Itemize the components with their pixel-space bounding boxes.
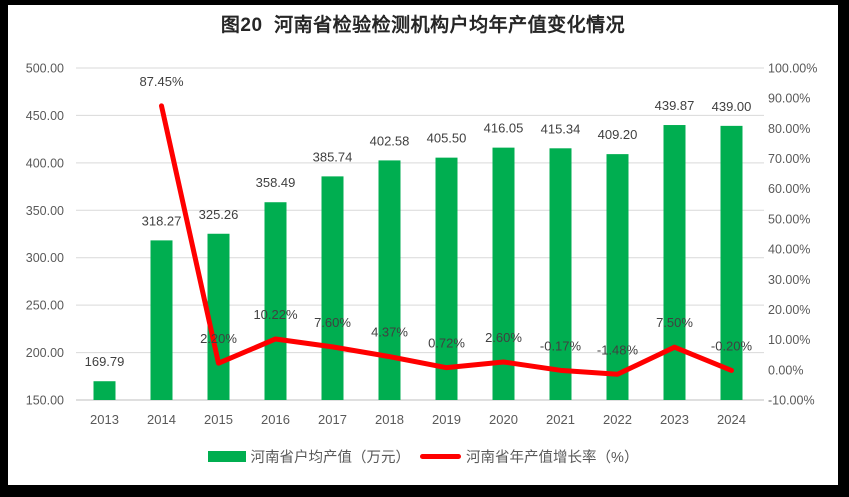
- line-label: 2.20%: [200, 331, 237, 346]
- bar-2018: [378, 160, 401, 400]
- gridlines: [76, 67, 764, 401]
- right-axis-tick: -10.00%: [768, 394, 815, 408]
- bar-label: 325.26: [199, 207, 239, 222]
- right-axis-tick: 90.00%: [768, 92, 810, 106]
- x-axis-tick: 2023: [660, 412, 689, 427]
- left-axis-tick: 350.00: [26, 204, 64, 218]
- line-label: -0.17%: [540, 338, 582, 353]
- bar-label: 169.79: [85, 354, 125, 369]
- left-axis-tick: 250.00: [26, 299, 64, 313]
- bar-2021: [549, 148, 572, 400]
- x-axis-tick: 2024: [717, 412, 746, 427]
- line-label: 7.60%: [314, 315, 351, 330]
- legend-label-line-series: 河南省年产值增长率（%）: [466, 450, 639, 466]
- right-axis-tick: 0.00%: [768, 363, 803, 377]
- bar-2017: [321, 176, 344, 400]
- legend-label-bar-series: 河南省户均产值（万元）: [250, 450, 411, 466]
- bar-2024: [720, 125, 743, 400]
- line-data-labels: 87.45% 2.20% 10.22% 7.60% 4.37% 0.72% 2.60% -0.…: [139, 74, 752, 357]
- right-axis-tick: 80.00%: [768, 122, 810, 136]
- x-axis-tick: 2020: [489, 412, 518, 427]
- line-label: -0.20%: [711, 338, 753, 353]
- legend-item-line-series: 河南省年产值增长率（%）: [420, 446, 638, 467]
- chart-legend: 河南省户均产值（万元） 河南省年产值增长率（%）: [8, 446, 838, 467]
- right-axis-tick: 70.00%: [768, 152, 810, 166]
- bar-2014: [150, 240, 173, 400]
- bar-label: 402.58: [370, 133, 410, 148]
- right-axis-tick: 30.00%: [768, 273, 810, 287]
- left-axis-tick: 200.00: [26, 346, 64, 360]
- left-axis-tick: 150.00: [26, 394, 64, 408]
- bar-label: 439.87: [655, 98, 695, 113]
- x-axis-tick: 2022: [603, 412, 632, 427]
- left-axis-tick: 500.00: [26, 62, 64, 76]
- right-axis-tick: 50.00%: [768, 212, 810, 226]
- left-axis-tick: 400.00: [26, 156, 64, 170]
- right-axis-tick: 40.00%: [768, 243, 810, 257]
- x-axis-tick: 2019: [432, 412, 461, 427]
- bar-series: [93, 125, 743, 400]
- x-axis-tick: 2017: [318, 412, 347, 427]
- line-label: 0.72%: [428, 336, 465, 351]
- right-axis-tick-labels: -10.00% 0.00% 10.00% 20.00% 30.00% 40.00% 50.0…: [768, 62, 817, 408]
- bar-label: 439.00: [712, 99, 752, 114]
- growth-rate-line: [159, 103, 734, 377]
- legend-item-bar-series: 河南省户均产值（万元）: [207, 446, 411, 467]
- line-label: 10.22%: [253, 307, 298, 322]
- chart-title: 图20 河南省检验检测机构户均年产值变化情况: [220, 15, 626, 36]
- x-axis-tick: 2013: [90, 412, 119, 427]
- bar-2020: [492, 147, 515, 400]
- bar-2019: [435, 157, 458, 400]
- left-axis-tick: 300.00: [26, 251, 64, 265]
- line-label: 2.60%: [485, 330, 522, 345]
- line-label: 4.37%: [371, 325, 408, 340]
- bar-2013: [93, 381, 116, 400]
- bar-label: 416.05: [484, 121, 524, 136]
- bar-2022: [606, 154, 629, 400]
- left-axis-tick: 450.00: [26, 109, 64, 123]
- right-axis-tick: 10.00%: [768, 333, 810, 347]
- right-axis-tick: 20.00%: [768, 303, 810, 317]
- bar-label: 385.74: [313, 149, 353, 164]
- x-axis-tick-labels: 2013 2014 2015 2016 2017 2018 2019 2020 2021 2022…: [90, 412, 746, 427]
- line-label: -1.48%: [597, 342, 639, 357]
- x-axis-tick: 2015: [204, 412, 233, 427]
- line-label: 7.50%: [656, 315, 693, 330]
- bar-label: 405.50: [427, 131, 467, 146]
- chart-background-panel: [8, 5, 838, 485]
- left-axis-tick-labels: 150.00 200.00 250.00 300.00 350.00 400.00 450.…: [26, 62, 64, 408]
- x-axis-tick: 2016: [261, 412, 290, 427]
- line-label: 87.45%: [139, 74, 184, 89]
- bar-label: 409.20: [598, 127, 638, 142]
- x-axis-tick: 2018: [375, 412, 404, 427]
- bar-2016: [264, 202, 287, 400]
- bar-data-labels: 169.79 318.27 325.26 358.49 385.74 402.58 405.…: [85, 98, 752, 369]
- x-axis-tick: 2014: [147, 412, 176, 427]
- bar-series-swatch: [207, 451, 246, 462]
- bar-2023: [663, 125, 686, 400]
- x-axis-tick: 2021: [546, 412, 575, 427]
- right-axis-tick: 100.00%: [768, 62, 817, 76]
- bar-label: 318.27: [142, 213, 182, 228]
- right-axis-tick: 60.00%: [768, 182, 810, 196]
- line-series-swatch: [420, 454, 462, 459]
- bar-label: 358.49: [256, 175, 296, 190]
- bar-label: 415.34: [541, 121, 581, 136]
